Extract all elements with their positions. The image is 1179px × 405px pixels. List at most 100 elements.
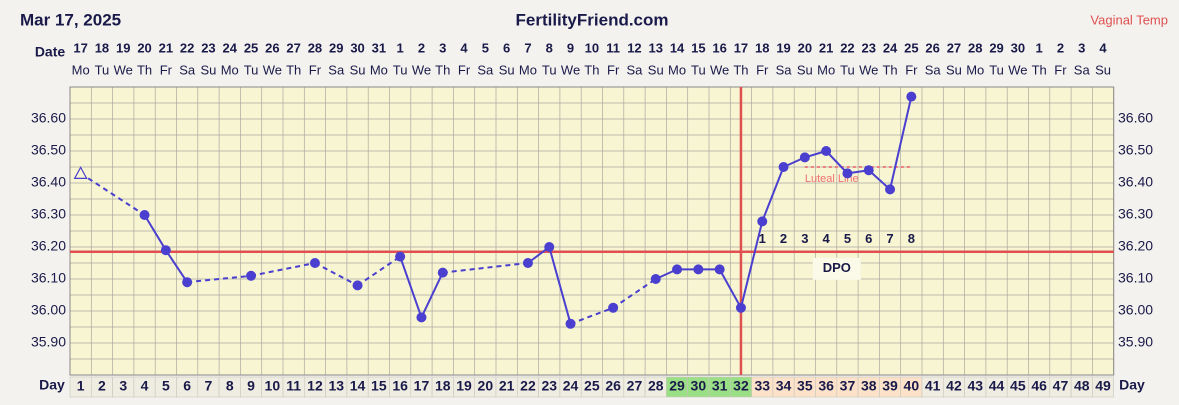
date-label: 24: [223, 40, 238, 55]
weekday-label: Su: [946, 62, 962, 77]
day-number: 48: [1074, 378, 1090, 394]
day-number: 8: [226, 378, 234, 394]
date-label: 30: [350, 40, 364, 55]
date-label: 30: [1011, 40, 1025, 55]
temp-point-open: [73, 166, 88, 179]
day-number: 34: [776, 378, 792, 394]
dpo-box: [812, 257, 861, 280]
date-label: 29: [989, 40, 1003, 55]
temp-point: [309, 258, 320, 268]
weekday-label: Th: [286, 62, 301, 77]
date-label: 23: [862, 40, 876, 55]
day-number: 14: [350, 378, 366, 394]
day-number: 35: [797, 378, 813, 394]
date-label: 5: [482, 40, 489, 55]
temp-point: [139, 210, 150, 220]
dpo-number: 5: [844, 231, 851, 246]
y-tick-label: 35.90: [1118, 334, 1153, 350]
plot-border: [69, 86, 1115, 376]
day-number: 30: [691, 378, 707, 394]
day-number: 7: [205, 378, 213, 394]
weekday-label: Sa: [626, 62, 643, 77]
date-label: Date: [35, 44, 66, 60]
temp-point: [650, 274, 661, 284]
day-number: 10: [265, 378, 281, 394]
y-tick-label: 36.50: [1118, 142, 1153, 158]
temp-point: [544, 242, 555, 252]
weekday-label: Su: [797, 62, 813, 77]
temp-segment: [165, 249, 188, 283]
weekday-label: We: [710, 62, 729, 77]
date-label: 22: [180, 40, 194, 55]
date-label: 3: [439, 40, 446, 55]
dpo-number: 1: [759, 231, 766, 246]
weekday-label: Su: [350, 62, 366, 77]
y-tick-label: 36.20: [31, 238, 66, 254]
date-label: 13: [649, 40, 663, 55]
date-label: 19: [776, 40, 790, 55]
weekday-label: Fr: [309, 62, 322, 77]
date-label: 21: [819, 40, 833, 55]
weekday-label: Th: [584, 62, 599, 77]
weekday-label: We: [561, 62, 580, 77]
temp-point: [182, 277, 193, 288]
temp-point: [246, 270, 257, 281]
temp-point: [778, 162, 789, 172]
dpo-number: 7: [886, 231, 893, 246]
day-number: 13: [328, 378, 344, 394]
temp-point: [906, 91, 917, 102]
date-label: 25: [904, 40, 918, 55]
temp-segment: [570, 306, 614, 325]
day-cell: [1092, 376, 1115, 398]
day-number: 1: [77, 378, 85, 394]
day-number: 11: [286, 378, 301, 394]
date-label: 2: [418, 40, 425, 55]
day-number: 27: [627, 378, 643, 394]
day-number: 49: [1095, 378, 1111, 394]
temp-segment: [739, 221, 764, 309]
y-tick-label: 36.10: [1118, 270, 1153, 286]
weekday-label: Th: [1032, 62, 1047, 77]
date-label: 28: [308, 40, 322, 55]
weekday-label: Fr: [607, 62, 620, 77]
y-tick-label: 36.60: [1118, 110, 1153, 126]
day-number: 16: [392, 378, 408, 394]
temp-point: [799, 152, 810, 163]
day-number: 31: [712, 378, 728, 394]
day-number: 32: [733, 378, 749, 394]
temp-segment: [548, 246, 572, 325]
day-number: 41: [925, 378, 941, 394]
temp-point: [395, 251, 406, 262]
temp-point: [416, 312, 427, 323]
weekday-label: Mo: [817, 62, 835, 77]
weekday-label: Tu: [393, 62, 408, 77]
day-number: 23: [541, 378, 557, 394]
day-label: Day: [39, 377, 65, 393]
date-label: 7: [524, 40, 531, 55]
temp-segment: [250, 262, 316, 277]
date-label: 11: [606, 40, 620, 55]
date-label: 2: [1057, 40, 1064, 55]
day-number: 17: [414, 378, 430, 394]
weekday-label: Th: [882, 62, 897, 77]
temp-point: [714, 264, 725, 275]
date-label: 29: [329, 40, 343, 55]
date-label: 9: [567, 40, 574, 55]
weekday-label: We: [859, 62, 878, 77]
day-number: 5: [162, 378, 170, 394]
day-number: 19: [456, 378, 472, 394]
y-tick-label: 36.30: [1118, 206, 1153, 222]
temp-point: [821, 146, 832, 156]
weekday-label: Tu: [691, 62, 706, 77]
temp-segment: [399, 256, 423, 318]
day-number: 38: [861, 378, 877, 394]
day-number: 26: [605, 378, 621, 394]
day-number: 40: [904, 378, 920, 394]
day-number: 47: [1053, 378, 1069, 394]
weekday-label: Fr: [756, 62, 769, 77]
temp-point: [352, 280, 363, 291]
date-label: 27: [947, 40, 961, 55]
temp-point: [160, 245, 171, 256]
date-label: 24: [883, 40, 898, 55]
temp-point: [842, 168, 853, 179]
